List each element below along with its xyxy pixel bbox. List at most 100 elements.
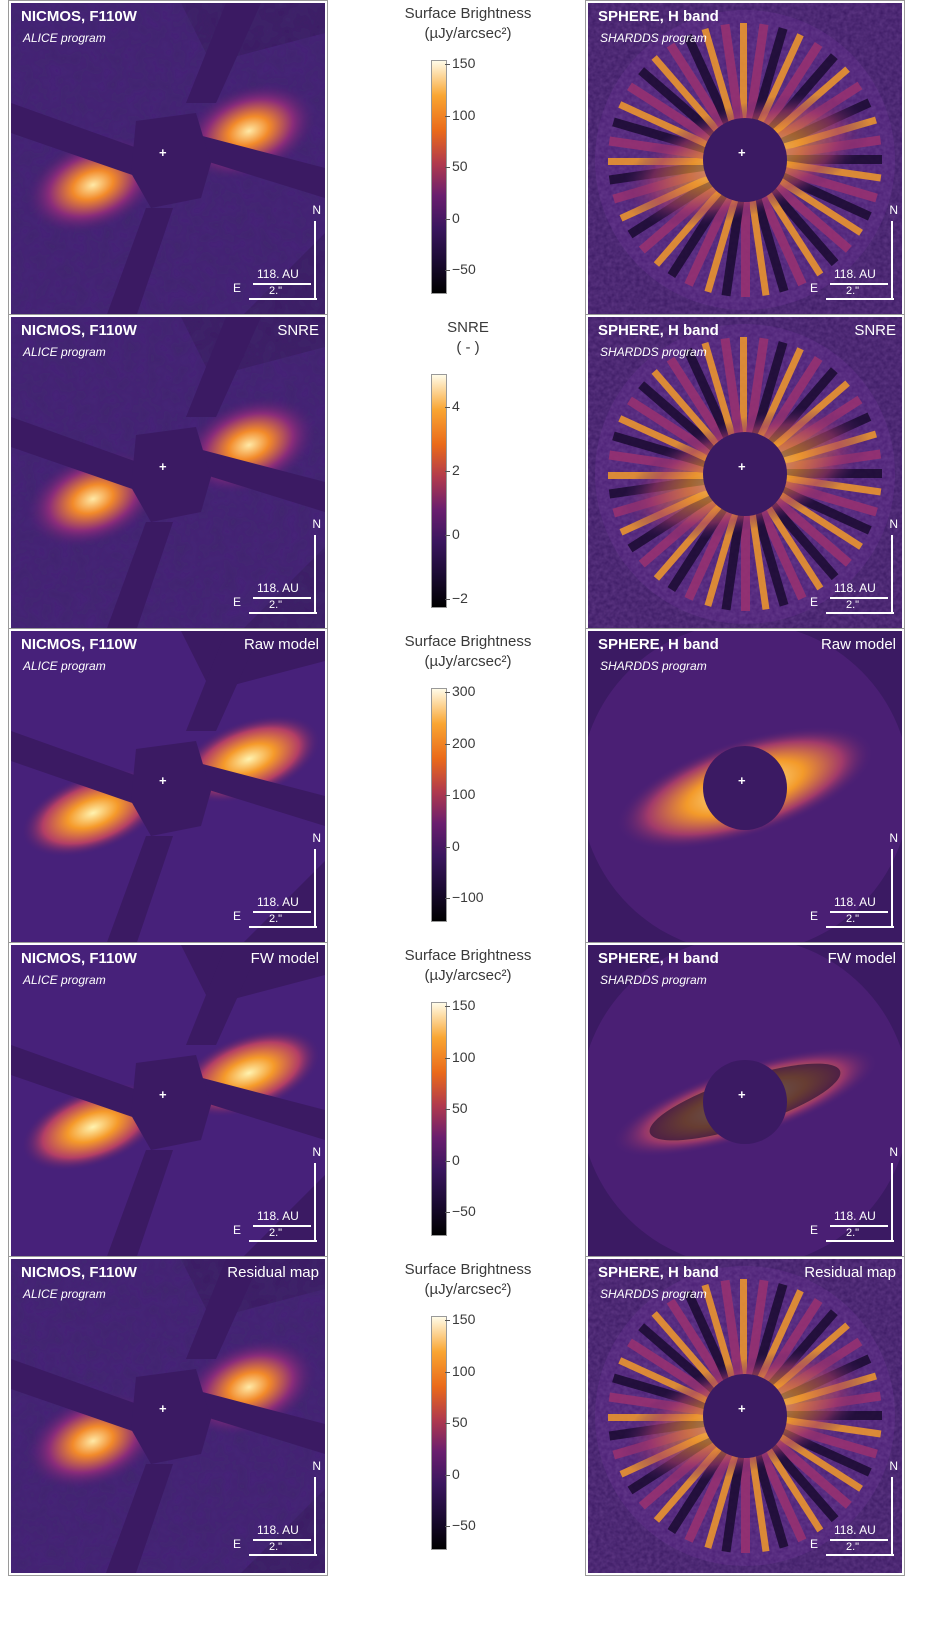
colorbar-tick <box>445 167 450 168</box>
colorbar-tick-label: −100 <box>452 889 484 905</box>
east-arrow <box>249 612 317 614</box>
scale-bar <box>253 1225 311 1227</box>
north-arrow <box>314 849 316 927</box>
panel-label: FW model <box>827 950 896 967</box>
colorbar-tick <box>445 743 450 745</box>
colorbar-tick <box>445 795 450 796</box>
east-label: E <box>233 595 242 609</box>
colorbar-tick-label: 0 <box>452 837 460 854</box>
panel-title: SPHERE, H band <box>598 950 719 967</box>
scale-bar <box>830 911 888 913</box>
east-arrow <box>826 926 894 928</box>
colorbar-tick <box>445 692 450 693</box>
east-label: E <box>233 909 242 923</box>
scale-arcsec-label: 2." <box>846 1541 860 1553</box>
panel-title: NICMOS, F110W <box>21 636 137 653</box>
east-label: E <box>233 1537 242 1551</box>
scale-bar <box>830 597 888 599</box>
scale-au-label: 118. AU <box>257 895 299 909</box>
scale-arcsec-label: 2." <box>269 1541 283 1553</box>
colorbar-tick-label: 0 <box>452 1465 460 1482</box>
colorbar-tick-label: 50 <box>452 1414 468 1430</box>
colorbar-tick-label: 150 <box>452 1311 476 1327</box>
nicmos-panel-3: NICMOS, F110W ALICE program Raw model + N E 11… <box>8 628 328 948</box>
panel-title: NICMOS, F110W <box>21 322 137 339</box>
sphere-panel-1: SPHERE, H band SHARDDS program + N E 118. AU 2… <box>585 0 905 320</box>
colorbar-tick-label: 100 <box>452 1362 476 1379</box>
sphere-image-4: SPHERE, H band SHARDDS program FW model + N E… <box>588 945 902 1259</box>
nicmos-image-1: NICMOS, F110W ALICE program + N E 118. AU 2." <box>11 3 325 317</box>
panel-title: SPHERE, H band <box>598 8 719 25</box>
panel-label: FW model <box>250 950 319 967</box>
star-marker: + <box>738 459 746 474</box>
colorbar-unit: (µJy/arcsec²) <box>424 967 512 984</box>
colorbar-tick <box>445 1160 450 1162</box>
scale-arcsec-label: 2." <box>269 599 283 611</box>
sphere-panel-3: SPHERE, H band SHARDDS program Raw model + N… <box>585 628 905 948</box>
scale-bar <box>253 283 311 285</box>
panel-title: NICMOS, F110W <box>21 8 137 25</box>
east-arrow <box>826 612 894 614</box>
scale-au-label: 118. AU <box>257 581 299 595</box>
scale-au-label: 118. AU <box>257 1523 299 1537</box>
panel-title: SPHERE, H band <box>598 636 719 653</box>
colorbar-tick-label: 4 <box>452 398 460 414</box>
colorbar-title: Surface Brightness <box>404 1261 532 1278</box>
scale-bar <box>253 597 311 599</box>
colorbar-tick-label: 0 <box>452 526 460 542</box>
colorbar-tick <box>445 115 450 117</box>
colorbar-tick <box>445 1006 450 1007</box>
colorbar-title: SNRE <box>447 319 489 336</box>
sphere-panel-2: SPHERE, H band SHARDDS program SNRE + N E 118.… <box>585 314 905 634</box>
colorbar-tick-label: 300 <box>452 683 476 699</box>
scale-arcsec-label: 2." <box>269 285 283 297</box>
colorbar-tick-label: 100 <box>452 1048 476 1065</box>
colorbar <box>431 1316 447 1550</box>
scale-au-label: 118. AU <box>834 581 876 595</box>
colorbar-tick <box>445 64 450 65</box>
panel-label: Raw model <box>820 636 896 653</box>
north-label: N <box>312 1145 321 1159</box>
colorbar-tick <box>445 898 450 899</box>
sphere-panel-4: SPHERE, H band SHARDDS program FW model + N E… <box>585 942 905 1262</box>
colorbar-tick <box>445 846 450 848</box>
east-arrow <box>826 298 894 300</box>
north-arrow <box>314 221 316 299</box>
nicmos-image-5: NICMOS, F110W ALICE program Residual map + N… <box>11 1259 325 1573</box>
colorbar-tick-label: 50 <box>452 158 468 174</box>
north-arrow <box>891 535 893 613</box>
panel-title: SPHERE, H band <box>598 1264 719 1281</box>
star-marker: + <box>159 1087 167 1102</box>
colorbar-title: Surface Brightness <box>404 5 532 22</box>
panel-subtitle: SHARDDS program <box>600 31 707 45</box>
scale-arcsec-label: 2." <box>269 1227 283 1239</box>
north-arrow <box>891 1163 893 1241</box>
panel-label: Residual map <box>804 1264 896 1281</box>
sphere-image-5: SPHERE, H band SHARDDS program Residual ma… <box>588 1259 902 1573</box>
east-arrow <box>249 1240 317 1242</box>
colorbar-tick <box>445 1212 450 1213</box>
scale-bar <box>830 1225 888 1227</box>
colorbar <box>431 374 447 608</box>
north-arrow <box>891 221 893 299</box>
east-label: E <box>810 909 819 923</box>
colorbar <box>431 688 447 922</box>
north-label: N <box>312 517 321 531</box>
colorbar-title: Surface Brightness <box>404 947 532 964</box>
east-label: E <box>810 595 819 609</box>
east-arrow <box>249 1554 317 1556</box>
east-label: E <box>810 1537 819 1551</box>
colorbar-tick-label: −50 <box>452 261 476 277</box>
colorbar-unit: (µJy/arcsec²) <box>424 1281 512 1298</box>
scale-bar <box>830 1539 888 1541</box>
scale-bar <box>253 1539 311 1541</box>
colorbar-tick <box>445 1423 450 1424</box>
nicmos-image-4: NICMOS, F110W ALICE program FW model + N E 118… <box>11 945 325 1259</box>
east-label: E <box>810 281 819 295</box>
colorbar-tick-label: 100 <box>452 106 476 123</box>
panel-label: SNRE <box>277 322 319 339</box>
scale-arcsec-label: 2." <box>846 913 860 925</box>
colorbar-title: Surface Brightness <box>404 633 532 650</box>
sphere-panel-5: SPHERE, H band SHARDDS program Residual ma… <box>585 1256 905 1576</box>
panel-subtitle: ALICE program <box>23 973 106 987</box>
